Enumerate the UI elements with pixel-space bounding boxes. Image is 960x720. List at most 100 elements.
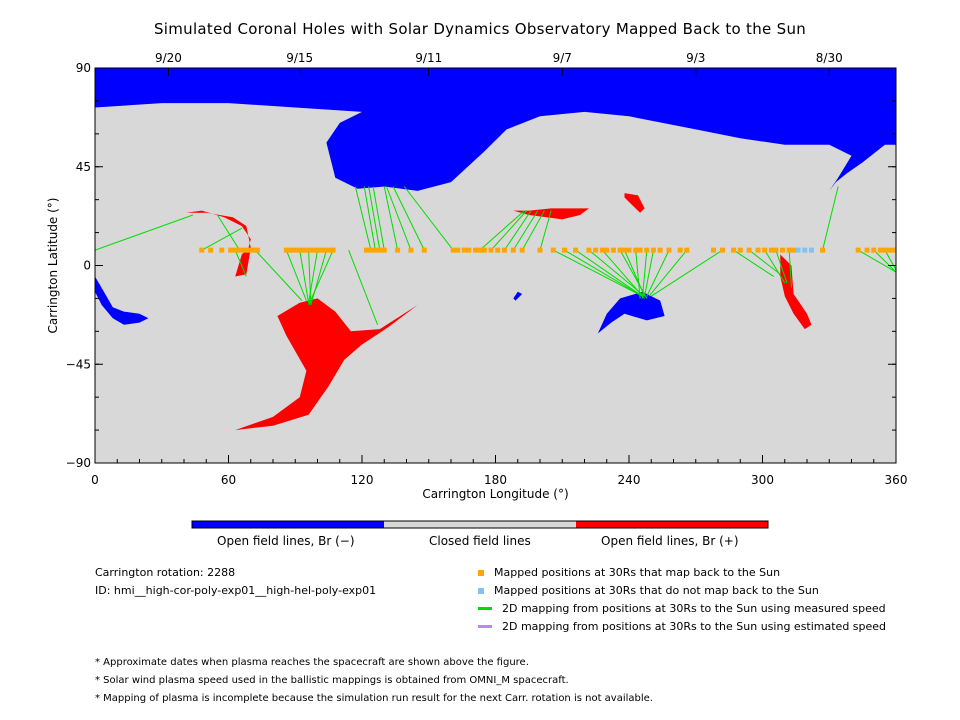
footnote: * Mapping of plasma is incomplete becaus… [95, 693, 653, 704]
mapped-point [737, 247, 743, 253]
mapping-line [285, 249, 307, 301]
mapped-point [241, 247, 247, 253]
mapped-point [455, 247, 461, 253]
mapping-line [372, 186, 385, 251]
region-small-hole [513, 291, 523, 301]
not-mapped-point [802, 247, 808, 253]
mapped-point [622, 247, 628, 253]
mapped-point [248, 247, 254, 253]
mapped-point [395, 247, 401, 253]
mapping-line [490, 210, 528, 251]
mapping-line [216, 214, 241, 251]
mapped-point [599, 247, 605, 253]
mapped-point [219, 247, 225, 253]
mapped-point [208, 247, 214, 253]
region-north-polar-hole [95, 68, 896, 191]
legend-item-estimated-speed: 2D mapping from positions at 30Rs to the… [478, 620, 886, 633]
mapping-line [641, 250, 648, 299]
mapped-point [650, 247, 656, 253]
region-positive-hole-south [235, 298, 418, 431]
light-blue-square-icon [478, 587, 484, 594]
top-date-label: 9/20 [155, 51, 182, 65]
mapped-point [684, 247, 690, 253]
mapped-point [330, 247, 336, 253]
mapped-point [283, 247, 289, 253]
mapped-point [719, 247, 725, 253]
run-id: ID: hmi__high-cor-poly-exp01__high-hel-p… [95, 584, 377, 597]
mapped-point [666, 247, 672, 253]
x-tick-label: 240 [618, 473, 641, 487]
mapped-point [297, 247, 303, 253]
mapping-line [308, 250, 318, 303]
mapped-point [450, 247, 456, 253]
carrington-rotation: Carrington rotation: 2288 [95, 566, 236, 579]
region-south-hole-west [95, 276, 149, 325]
mapped-point [481, 247, 487, 253]
colorbar-label-open-positive: Open field lines, Br (+) [601, 534, 739, 548]
mapping-line [95, 214, 194, 251]
mapped-point [408, 247, 414, 253]
mapped-point [232, 247, 238, 253]
legend-label: 2D mapping from positions at 30Rs to the… [502, 620, 887, 633]
mapping-line [873, 249, 896, 273]
colorbar-label-closed: Closed field lines [429, 534, 531, 548]
mapping-line [201, 227, 243, 251]
mapping-line [575, 249, 643, 297]
mapped-point [637, 247, 643, 253]
colorbar-segment [384, 521, 576, 528]
x-tick-label: 60 [221, 473, 236, 487]
mapped-point [537, 247, 543, 253]
mapping-line [368, 186, 381, 251]
mapped-point [882, 247, 888, 253]
mapped-point [864, 247, 870, 253]
x-tick-label: 0 [91, 473, 99, 487]
mapped-point [237, 247, 243, 253]
legend-label: Mapped positions at 30Rs that map back t… [494, 566, 781, 579]
mapping-line [310, 250, 327, 306]
mapped-point [604, 247, 610, 253]
plot-content [95, 68, 896, 431]
region-positive-hole-north-west [186, 210, 251, 277]
mapped-point [461, 247, 467, 253]
mapping-line [521, 210, 545, 251]
y-tick-label: 0 [83, 259, 91, 273]
mapped-point [254, 247, 260, 253]
mapped-point [510, 247, 516, 253]
top-date-label: 9/15 [286, 51, 313, 65]
x-tick-label: 180 [484, 473, 507, 487]
mapping-line [822, 186, 839, 251]
purple-line-icon [478, 625, 492, 628]
mapping-line [764, 249, 786, 284]
chart-title: Simulated Coronal Holes with Solar Dynam… [153, 20, 807, 38]
mapped-point [477, 247, 483, 253]
mapped-point [315, 247, 320, 253]
mapped-point [228, 247, 234, 253]
mapping-line [383, 186, 399, 251]
mapped-point [762, 247, 768, 253]
mapped-point [501, 247, 507, 253]
region-positive-hole-small [624, 193, 645, 213]
mapped-point [368, 247, 374, 253]
mapped-point [677, 247, 683, 253]
mapping-line [299, 250, 310, 303]
mapped-point [626, 247, 632, 253]
mapped-point [886, 247, 892, 253]
mapped-point [617, 247, 623, 253]
mapped-point [891, 247, 896, 253]
mapping-line [403, 186, 454, 251]
mapped-point [363, 247, 369, 253]
mapped-point [755, 247, 761, 253]
mapped-point [472, 247, 478, 253]
region-south-hole-center [597, 291, 665, 334]
mapping-line [733, 249, 774, 277]
mapping-line [503, 210, 532, 251]
mapped-point [731, 247, 737, 253]
mapping-line [857, 249, 896, 273]
mapping-line [348, 249, 379, 325]
mapped-point [310, 247, 316, 253]
mapped-point [573, 247, 579, 253]
mapping-line [644, 250, 654, 297]
mapped-point [610, 247, 616, 253]
